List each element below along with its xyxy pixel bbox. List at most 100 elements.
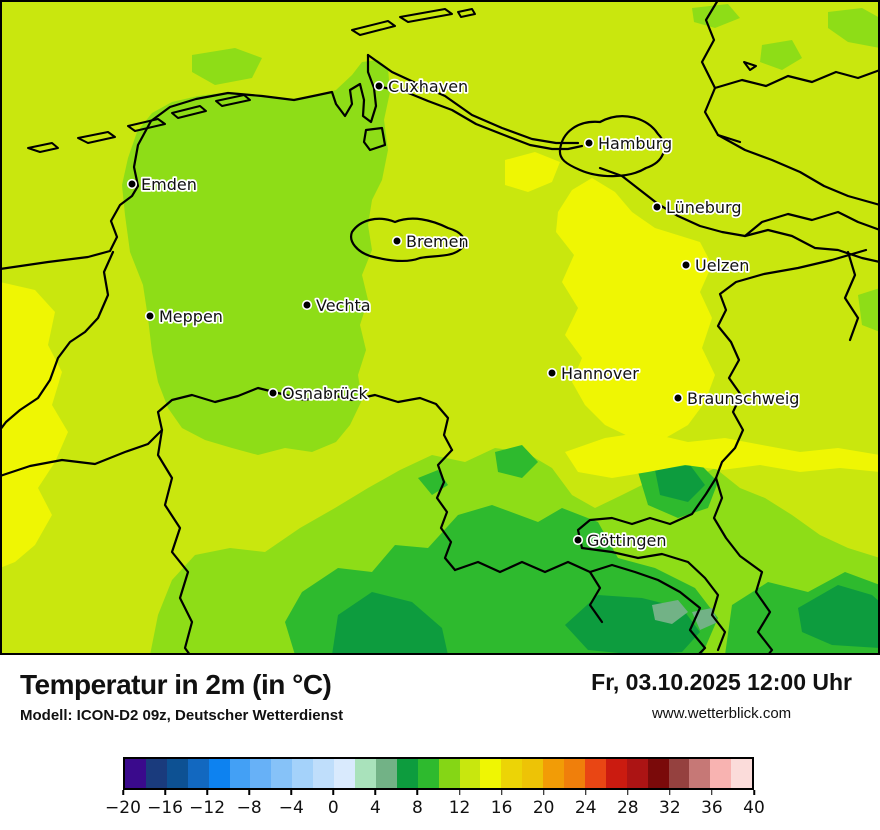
colorbar-tick-label: 16 xyxy=(490,798,513,818)
city-dot xyxy=(583,137,595,149)
colorbar-tick xyxy=(753,790,755,795)
colorbar-segment xyxy=(564,759,585,788)
colorbar-tick xyxy=(122,790,124,795)
city-label: Hamburg xyxy=(598,134,672,153)
city-markers: Cuxhaven Hamburg Emden Lüneburg Bremen Uelzen… xyxy=(126,75,801,552)
city-dot xyxy=(373,80,385,92)
city-label: Emden xyxy=(141,175,197,194)
city-dot xyxy=(301,299,313,311)
colorbar-tick xyxy=(206,790,208,795)
colorbar-segment xyxy=(187,759,209,788)
colorbar-segment xyxy=(501,759,523,788)
colorbar-tick-label: 24 xyxy=(574,798,597,818)
city-dot xyxy=(126,178,138,190)
border-goettingen-east xyxy=(580,546,727,652)
colorbar-segment xyxy=(459,759,481,788)
colorbar-segment xyxy=(313,759,335,788)
city-dot xyxy=(144,310,156,322)
colorbar-tick-labels: −20 −16 −12 −8 −4 0 4 8 12 16 20 24 28 32 36 40 xyxy=(105,798,765,820)
city-label: Braunschweig xyxy=(687,389,799,408)
city-dot xyxy=(391,235,403,247)
colorbar-segment xyxy=(522,759,544,788)
colorbar-segment xyxy=(208,759,230,788)
colorbar-tick-label: −20 xyxy=(105,798,141,818)
colorbar-segment xyxy=(229,759,251,788)
colorbar-segment xyxy=(605,759,627,788)
colorbar-tick xyxy=(164,790,166,795)
website-url: www.wetterblick.com xyxy=(651,705,792,722)
border-harz-south xyxy=(576,476,718,550)
border-south-branch xyxy=(588,570,604,624)
border-ne-4 xyxy=(716,133,880,207)
colorbar-tick xyxy=(290,790,293,795)
bremerhaven-border xyxy=(362,126,387,152)
city-dot xyxy=(651,201,663,213)
colorbar-segment xyxy=(125,759,146,788)
coastline xyxy=(0,53,378,271)
city-label: Osnabrück xyxy=(282,384,369,403)
colorbar-tick-label: 8 xyxy=(412,798,423,818)
city-label: Vechta xyxy=(316,296,371,315)
forecast-datetime: Fr, 03.10.2025 12:00 Uhr xyxy=(591,669,852,695)
city-label: Uelzen xyxy=(695,256,749,275)
weser-border xyxy=(435,448,457,572)
datetime-block: Fr, 03.10.2025 12:00 Uhr www.wetterblick… xyxy=(591,669,852,722)
colorbar-segment xyxy=(166,759,188,788)
colorbar-tick-label: 20 xyxy=(532,798,555,818)
colorbar-segment xyxy=(334,759,355,788)
border-ne-2 xyxy=(700,0,742,144)
colorbar-tick xyxy=(374,790,377,795)
colorbar-tick-label: 0 xyxy=(327,798,339,818)
colorbar-tick xyxy=(542,790,545,795)
colorbar-tick-label: 36 xyxy=(701,798,723,818)
city-label: Hannover xyxy=(561,364,639,383)
colorbar-tick-label: −12 xyxy=(189,798,226,818)
page-title: Temperatur in 2m (in °C) xyxy=(20,669,332,700)
colorbar-tick xyxy=(248,790,250,795)
bremen-border xyxy=(350,217,466,263)
colorbar-segment xyxy=(271,759,293,788)
borders xyxy=(0,0,880,655)
map-canvas: Cuxhaven Hamburg Emden Lüneburg Bremen Uelzen… xyxy=(0,0,880,655)
region-14-16 xyxy=(0,152,880,568)
colorbar-segment xyxy=(668,759,690,788)
colorbar-segment xyxy=(250,759,272,788)
region-6-8 xyxy=(332,465,880,655)
nrw-border-west xyxy=(0,386,454,478)
colorbar-ticks xyxy=(122,790,755,796)
border-ne-1 xyxy=(743,210,880,238)
colorbar-segment xyxy=(710,759,732,788)
colorbar-tick-label: 40 xyxy=(743,798,765,818)
border-south xyxy=(453,560,707,655)
colorbar-tick xyxy=(669,790,671,795)
colorbar-segment xyxy=(417,759,439,788)
temperature-map: Cuxhaven Hamburg Emden Lüneburg Bremen Uelzen… xyxy=(0,0,880,655)
colorbar-tick xyxy=(500,790,503,795)
border-right-edge xyxy=(843,250,860,342)
city-dot xyxy=(572,534,584,546)
city-dot xyxy=(546,367,558,379)
colorbar-tick-label: 4 xyxy=(369,798,381,818)
colorbar-tick xyxy=(627,790,629,795)
colorbar-segment xyxy=(145,759,167,788)
colorbar-segment xyxy=(396,759,418,788)
map-frame xyxy=(0,0,880,655)
temperature-colorbar: −20 −16 −12 −8 −4 0 4 8 12 16 20 24 28 32 36 40 xyxy=(105,757,765,820)
city-label: Göttingen xyxy=(587,531,666,550)
colorbar-segment xyxy=(647,759,669,788)
elbe-north-bank xyxy=(366,53,580,145)
colorbar-segment xyxy=(354,759,376,788)
colorbar-segment xyxy=(584,759,606,788)
hamburg-border xyxy=(558,115,666,178)
colorbar-segment xyxy=(731,759,753,788)
city-label: Cuxhaven xyxy=(388,77,468,96)
colorbar-tick-label: 32 xyxy=(659,798,681,818)
colorbar-segments xyxy=(123,757,754,790)
colorbar-tick xyxy=(458,790,461,795)
colorbar-tick-label: 12 xyxy=(448,798,471,818)
border-saxony-anhalt xyxy=(714,248,868,480)
colorbar-tick-label: −16 xyxy=(147,798,184,818)
colorbar-tick xyxy=(711,790,713,795)
model-info: Modell: ICON-D2 09z, Deutscher Wetterdie… xyxy=(20,707,344,724)
